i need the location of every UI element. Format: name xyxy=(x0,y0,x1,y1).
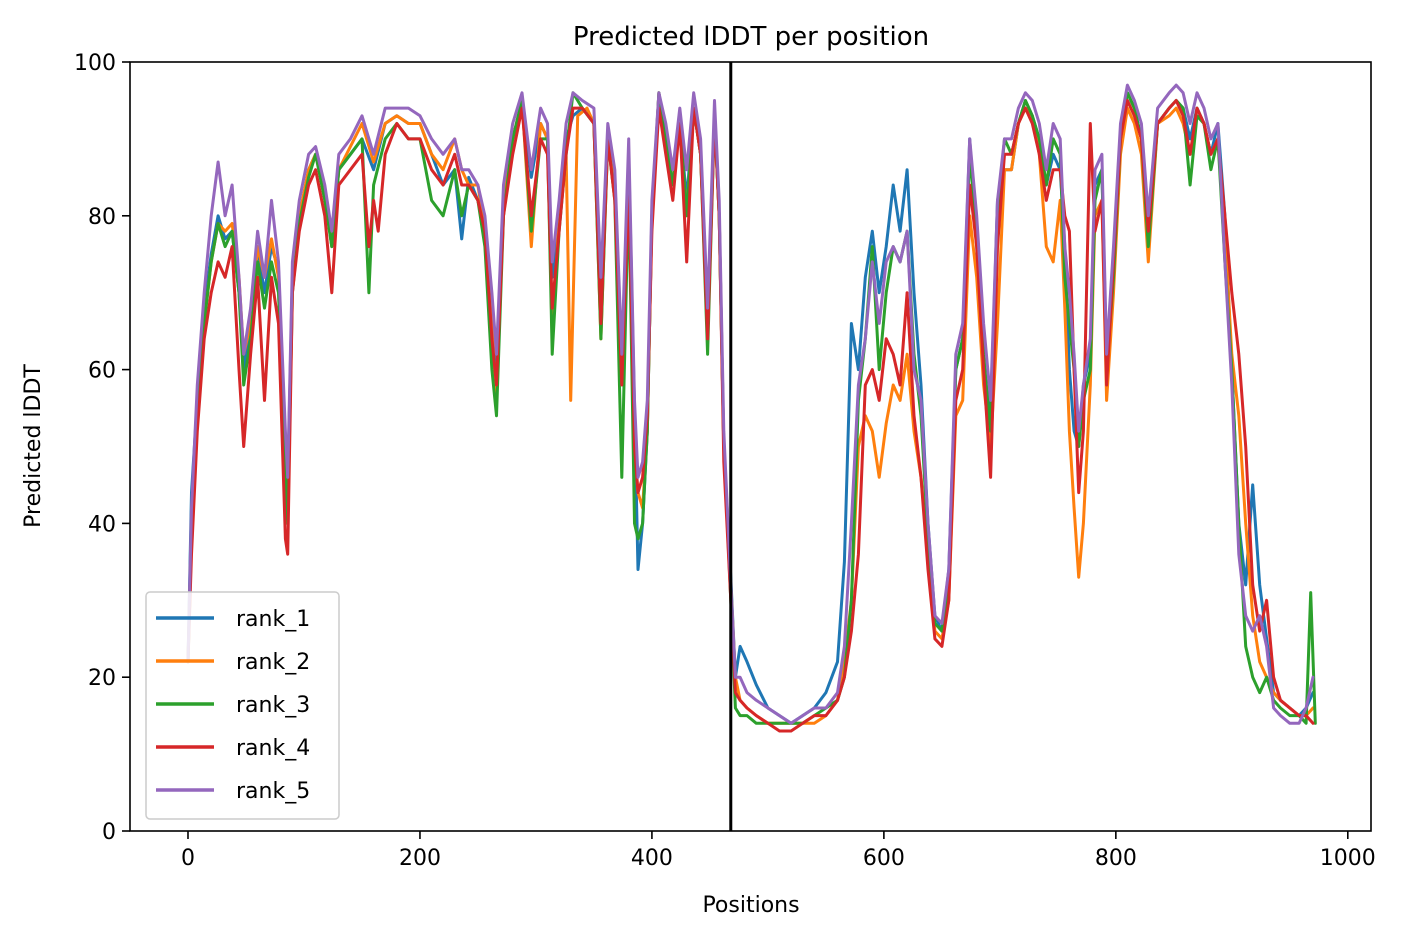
legend-label-rank_3: rank_3 xyxy=(236,693,310,718)
x-tick-label: 0 xyxy=(181,846,195,871)
y-tick-label: 20 xyxy=(88,666,116,691)
legend-label-rank_1: rank_1 xyxy=(236,607,310,632)
x-tick-label: 600 xyxy=(863,846,905,871)
y-tick-label: 60 xyxy=(88,359,116,384)
x-tick-label: 200 xyxy=(399,846,441,871)
y-tick-label: 80 xyxy=(88,205,116,230)
y-tick-label: 40 xyxy=(88,512,116,537)
x-tick-label: 400 xyxy=(631,846,673,871)
series-layer xyxy=(186,83,1317,733)
chart-title: Predicted lDDT per position xyxy=(573,22,929,52)
plot-frame xyxy=(129,61,1372,832)
y-tick-label: 0 xyxy=(102,820,116,845)
y-tick-label: 100 xyxy=(74,51,116,76)
x-tick-label: 800 xyxy=(1095,846,1137,871)
series-line-rank_5 xyxy=(186,83,1315,725)
series-line-rank_4 xyxy=(186,99,1315,733)
series-line-rank_3 xyxy=(186,91,1317,725)
legend-label-rank_5: rank_5 xyxy=(236,779,310,804)
y-axis-label: Predicted lDDT xyxy=(21,364,46,528)
y-axis: 0 20 40 60 80 100 xyxy=(74,51,130,845)
x-tick-label: 1000 xyxy=(1320,846,1376,871)
legend-box xyxy=(145,591,340,820)
legend: rank_1 rank_2 rank_3 rank_4 rank_5 xyxy=(145,591,340,820)
legend-label-rank_4: rank_4 xyxy=(236,736,310,761)
x-axis-label: Positions xyxy=(702,893,799,918)
legend-label-rank_2: rank_2 xyxy=(236,650,310,675)
x-axis: 0 200 400 600 800 1000 xyxy=(181,831,1376,871)
